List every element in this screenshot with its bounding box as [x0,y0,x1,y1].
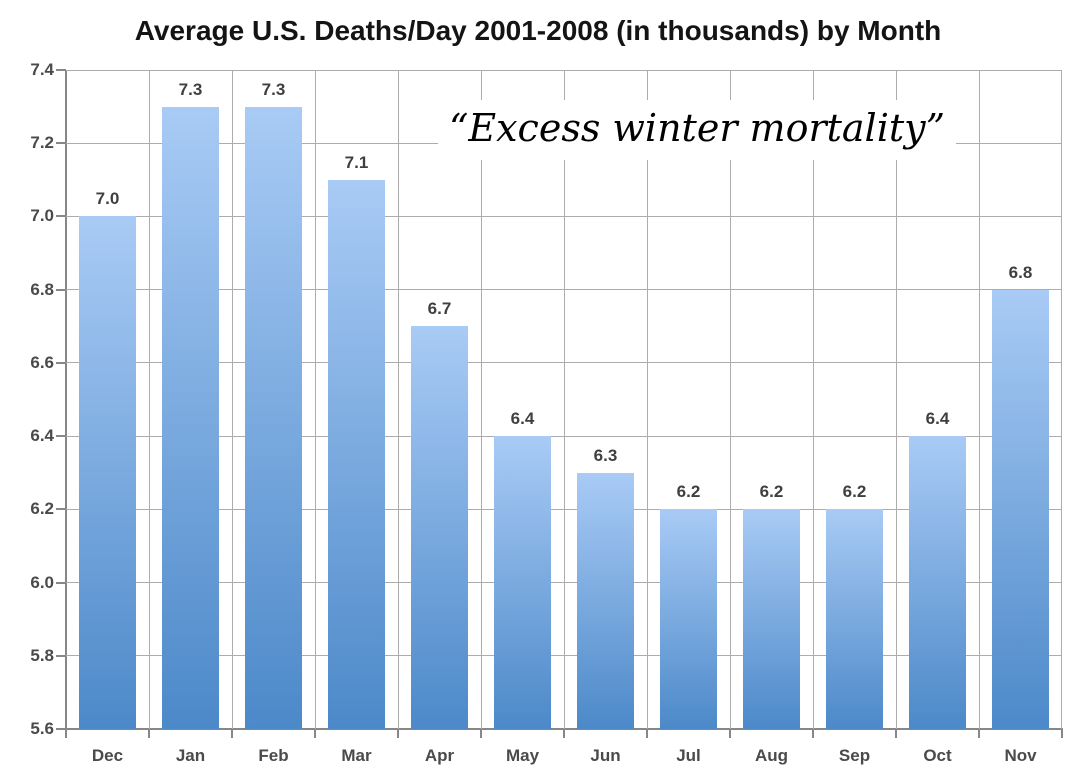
gridline-vertical [148,70,150,729]
y-axis-label: 7.0 [30,206,54,226]
x-axis-label-may: May [505,746,540,765]
annotation-excess-winter-mortality: “Excess winter mortality” [438,100,956,160]
x-axis-label-dec: Dec [91,746,124,765]
y-axis-label: 7.2 [30,133,54,153]
data-label-oct: 6.4 [925,409,950,429]
y-axis-label: 6.0 [30,572,54,592]
x-axis-label-apr: Apr [424,746,455,765]
y-axis-tick [56,654,66,657]
y-axis-tick [56,728,66,730]
bar-sep [826,509,883,729]
gridline-vertical [1061,70,1062,729]
y-axis-line [65,70,67,729]
x-axis-tick [480,729,482,738]
y-axis-label: 6.6 [30,352,54,372]
gridline-vertical [646,70,648,729]
x-axis-label-sep: Sep [838,746,871,765]
bar-jan [162,106,219,729]
y-axis-label: 6.4 [30,426,54,446]
data-label-aug: 6.2 [759,482,784,502]
data-label-sep: 6.2 [842,482,867,502]
chart-title: Average U.S. Deaths/Day 2001-2008 (in th… [134,15,942,46]
y-axis-tick [56,508,66,511]
x-axis-label-mar: Mar [341,746,372,765]
bar-mar [328,179,385,729]
y-axis-label: 7.4 [30,60,54,79]
x-axis-tick [397,729,399,738]
gridline-vertical [314,70,316,729]
gridline-vertical [563,70,565,729]
plot-area: 5.6 5.8 6.0 6.2 6.4 6.6 6.8 7.0 7.2 7.4 7.0 Dec 7.3 J… [30,60,1063,765]
y-axis-tick [56,142,66,145]
x-axis-tick [895,729,897,738]
y-axis-tick [56,288,66,291]
bar-jul [660,509,717,729]
data-label-mar: 7.1 [344,152,369,172]
bar-apr [411,326,468,729]
data-label-jul: 6.2 [676,482,701,502]
gridline-vertical [480,70,482,729]
x-axis-tick [65,729,67,738]
y-axis-label: 6.2 [30,499,54,519]
x-axis-tick [148,729,150,738]
bar-oct [909,436,966,729]
gridline-vertical [978,70,980,729]
data-label-may: 6.4 [510,409,535,429]
bar-jun [577,472,634,729]
x-axis-tick [314,729,316,738]
x-axis-label-nov: Nov [1004,746,1037,765]
x-axis-tick [646,729,648,738]
y-axis-label: 5.8 [30,645,54,665]
bar-aug [743,509,800,729]
data-label-dec: 7.0 [95,189,120,209]
bar-nov [992,289,1049,729]
gridline-vertical [397,70,399,729]
y-axis-label: 5.6 [30,719,54,738]
x-axis-tick [1061,729,1063,738]
gridline-vertical [812,70,814,729]
gridline-vertical [231,70,233,729]
gridline-vertical [895,70,897,729]
x-axis-tick [231,729,233,738]
data-label-jan: 7.3 [178,79,203,99]
data-label-apr: 6.7 [427,299,452,319]
x-axis-label-jul: Jul [676,746,701,765]
y-axis-tick [56,581,66,584]
bar-feb [245,106,302,729]
x-axis-tick [812,729,814,738]
y-axis-label: 6.8 [30,279,54,299]
bar-dec [79,216,136,729]
y-axis-tick [56,69,66,71]
x-axis-tick [563,729,565,738]
x-axis-label-jan: Jan [175,746,206,765]
x-axis-label-feb: Feb [258,746,289,765]
x-axis-tick [978,729,980,738]
x-axis-label-aug: Aug [754,746,789,765]
data-label-feb: 7.3 [261,79,286,99]
x-axis-tick [729,729,731,738]
data-label-jun: 6.3 [593,445,618,465]
bar-may [494,436,551,729]
y-axis-tick [56,215,66,218]
x-axis-label-jun: Jun [590,746,621,765]
data-label-nov: 6.8 [1008,262,1033,282]
y-axis-tick [56,361,66,364]
gridline-vertical [729,70,731,729]
y-axis-tick [56,435,66,438]
x-axis-label-oct: Oct [923,746,952,765]
